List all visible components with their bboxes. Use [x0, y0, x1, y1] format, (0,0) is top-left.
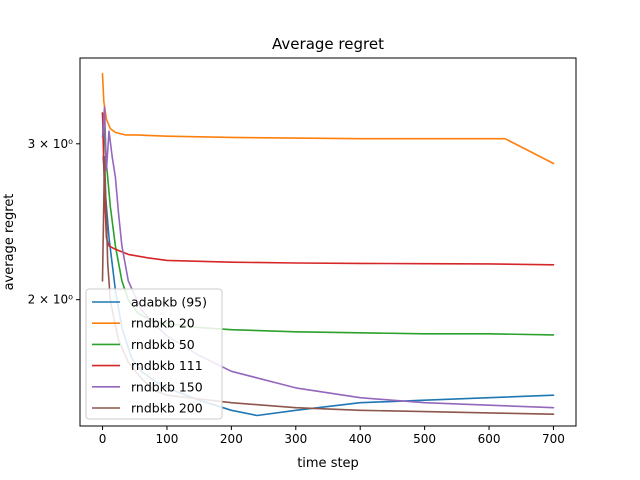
x-tick-label: 500 [413, 432, 436, 446]
series-line-1 [101, 72, 555, 165]
x-tick-label: 0 [99, 432, 107, 446]
y-tick-label: 3 × 10⁰ [28, 137, 74, 151]
x-axis-ticks: 0 100 200 300 400 500 600 700 [99, 426, 565, 446]
x-tick-label: 100 [156, 432, 179, 446]
chart-title: Average regret [272, 35, 384, 53]
x-tick-label: 300 [284, 432, 307, 446]
plot-frame [79, 57, 577, 427]
y-tick-label: 2 × 10⁰ [28, 293, 74, 307]
legend: adabkb (95) rndbkb 20 rndbkb 50 rndbkb 111 r… [85, 288, 223, 420]
legend-label-3: rndbkb 111 [131, 358, 203, 373]
x-tick-label: 600 [478, 432, 501, 446]
y-axis-ticks: 2 × 10⁰ 3 × 10⁰ [28, 137, 80, 307]
legend-label-2: rndbkb 50 [131, 337, 195, 352]
y-axis-label: average regret [2, 194, 17, 291]
x-axis-label: time step [297, 456, 359, 471]
legend-label-5: rndbkb 200 [131, 401, 203, 416]
legend-label-0: adabkb (95) [131, 295, 207, 310]
x-tick-label: 200 [220, 432, 243, 446]
legend-label-4: rndbkb 150 [131, 379, 203, 394]
x-tick-label: 400 [349, 432, 372, 446]
legend-label-1: rndbkb 20 [131, 316, 195, 331]
x-tick-label: 700 [542, 432, 565, 446]
